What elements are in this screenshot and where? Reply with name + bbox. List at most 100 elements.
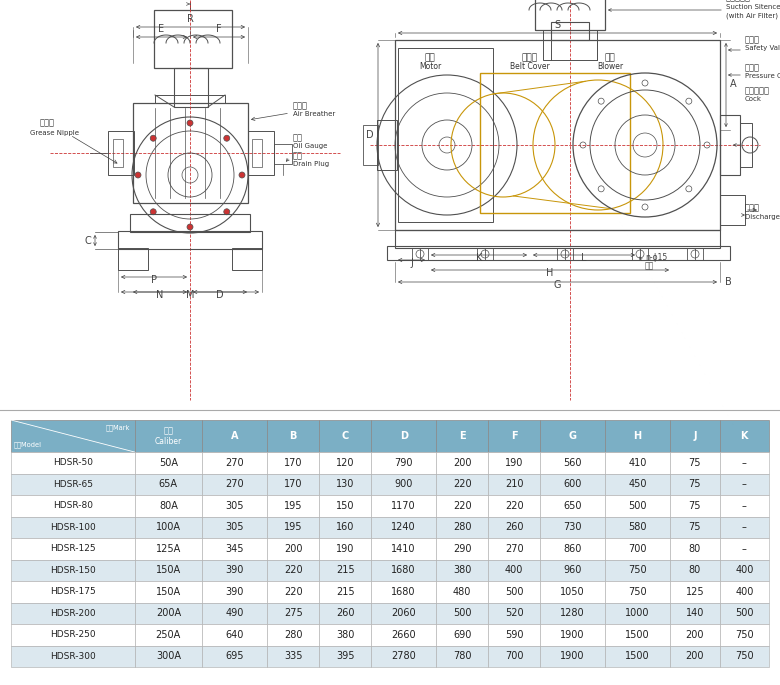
- Text: 280: 280: [453, 522, 471, 532]
- Text: 丝堵: 丝堵: [293, 151, 303, 160]
- Text: N: N: [156, 290, 164, 300]
- Bar: [541, 560, 605, 581]
- Text: 860: 860: [563, 544, 582, 553]
- Bar: [371, 473, 436, 495]
- Bar: [720, 560, 769, 581]
- Text: 590: 590: [505, 630, 523, 640]
- Circle shape: [151, 135, 156, 141]
- Text: 1500: 1500: [626, 651, 650, 661]
- Bar: [267, 538, 319, 560]
- Bar: [202, 495, 267, 516]
- Bar: [11, 581, 134, 603]
- Circle shape: [187, 224, 193, 230]
- Text: 140: 140: [686, 608, 704, 619]
- Bar: [488, 495, 541, 516]
- Bar: [371, 420, 436, 452]
- Bar: [436, 560, 488, 581]
- Bar: [436, 495, 488, 516]
- Text: 口径: 口径: [163, 427, 173, 436]
- Text: 1000: 1000: [626, 608, 650, 619]
- Text: 500: 500: [453, 608, 471, 619]
- Text: 640: 640: [225, 630, 244, 640]
- Circle shape: [224, 135, 230, 141]
- Bar: [134, 603, 202, 624]
- Bar: [670, 473, 720, 495]
- Bar: [605, 538, 670, 560]
- Text: A: A: [730, 79, 736, 89]
- Text: 170: 170: [284, 458, 303, 468]
- Text: 210: 210: [505, 479, 523, 489]
- Bar: [541, 645, 605, 667]
- Text: 200: 200: [453, 458, 471, 468]
- Bar: [248, 131, 274, 175]
- Text: 安全阀: 安全阀: [745, 35, 760, 44]
- Text: 220: 220: [505, 501, 523, 511]
- Text: Drain Plug: Drain Plug: [293, 161, 329, 167]
- Text: 2060: 2060: [392, 608, 416, 619]
- Bar: [319, 538, 371, 560]
- Bar: [541, 603, 605, 624]
- Bar: [436, 581, 488, 603]
- Text: C: C: [84, 236, 91, 246]
- Circle shape: [135, 172, 141, 178]
- Text: 215: 215: [336, 565, 354, 575]
- Bar: [488, 560, 541, 581]
- Text: A: A: [231, 431, 239, 441]
- Bar: [11, 624, 134, 645]
- Text: D: D: [399, 431, 408, 441]
- Bar: [488, 538, 541, 560]
- Bar: [436, 603, 488, 624]
- Bar: [436, 624, 488, 645]
- Text: 750: 750: [629, 565, 647, 575]
- Text: HDSR-250: HDSR-250: [50, 630, 96, 639]
- Bar: [670, 420, 720, 452]
- Bar: [605, 603, 670, 624]
- Text: 75: 75: [689, 458, 701, 468]
- Bar: [488, 516, 541, 538]
- Bar: [436, 473, 488, 495]
- Bar: [605, 581, 670, 603]
- Bar: [488, 624, 541, 645]
- Text: 500: 500: [505, 587, 523, 597]
- Circle shape: [239, 172, 245, 178]
- Bar: [319, 420, 371, 452]
- Bar: [387, 246, 730, 260]
- Bar: [395, 40, 720, 230]
- Text: 型式Model: 型式Model: [14, 441, 42, 448]
- Text: 280: 280: [284, 630, 303, 640]
- Text: 150: 150: [336, 501, 354, 511]
- Bar: [118, 248, 148, 270]
- Text: 吸入消音量: 吸入消音量: [726, 0, 751, 2]
- Text: 200: 200: [686, 630, 704, 640]
- Text: 80: 80: [689, 565, 701, 575]
- Text: HDSR-125: HDSR-125: [50, 545, 96, 553]
- Bar: [541, 538, 605, 560]
- Text: 480: 480: [453, 587, 471, 597]
- Text: 1170: 1170: [392, 501, 416, 511]
- Bar: [274, 144, 292, 164]
- Text: Caliber: Caliber: [154, 436, 182, 445]
- Text: K: K: [476, 253, 482, 263]
- Text: 700: 700: [505, 651, 523, 661]
- Text: 260: 260: [336, 608, 354, 619]
- Text: HDSR-175: HDSR-175: [50, 587, 96, 596]
- Text: 1900: 1900: [560, 630, 585, 640]
- Bar: [202, 473, 267, 495]
- Bar: [11, 603, 134, 624]
- Text: K: K: [740, 431, 748, 441]
- Bar: [202, 560, 267, 581]
- Text: 190: 190: [336, 544, 354, 553]
- Bar: [11, 452, 134, 473]
- Bar: [371, 538, 436, 560]
- Bar: [605, 516, 670, 538]
- Bar: [605, 645, 670, 667]
- Bar: [118, 231, 262, 249]
- Text: 500: 500: [735, 608, 753, 619]
- Text: 排出口: 排出口: [745, 203, 760, 212]
- Bar: [267, 452, 319, 473]
- Bar: [605, 624, 670, 645]
- Text: 335: 335: [284, 651, 303, 661]
- Text: 790: 790: [395, 458, 413, 468]
- Bar: [11, 495, 134, 516]
- Circle shape: [151, 209, 156, 215]
